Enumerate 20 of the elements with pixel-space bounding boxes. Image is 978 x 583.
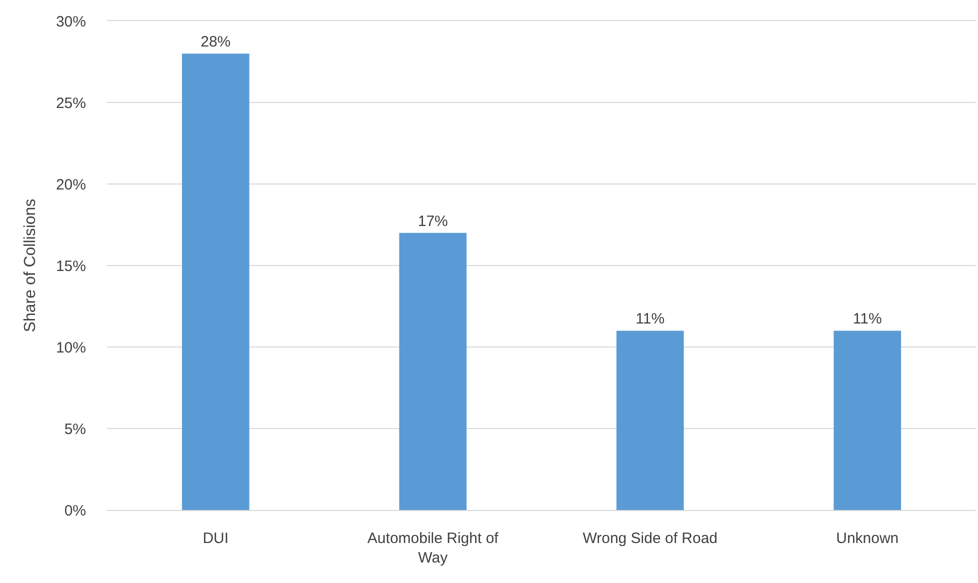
x-tick-label: Wrong Side of Road [582, 530, 718, 548]
bar [834, 330, 902, 510]
data-label: 11% [852, 310, 882, 328]
x-tick-label: DUI [202, 530, 229, 548]
y-tick-label: 20% [56, 176, 86, 194]
y-tick-label: 15% [56, 258, 86, 275]
bar [182, 54, 250, 510]
y-tick-label: 25% [56, 94, 86, 112]
y-tick-label: 0% [64, 502, 86, 520]
x-tick-label: Automobile Right of Way [367, 530, 500, 567]
bar [616, 330, 684, 510]
y-tick-label: 30% [56, 13, 86, 30]
data-label: 28% [200, 34, 231, 51]
y-axis-title: Share of Collisions [22, 198, 39, 332]
x-tick-label: Unknown [836, 530, 899, 548]
y-tick-label: 5% [64, 420, 86, 438]
data-label: 11% [636, 310, 665, 328]
data-label: 17% [418, 212, 448, 230]
y-tick-label: 10% [56, 339, 86, 356]
bar [399, 232, 467, 510]
